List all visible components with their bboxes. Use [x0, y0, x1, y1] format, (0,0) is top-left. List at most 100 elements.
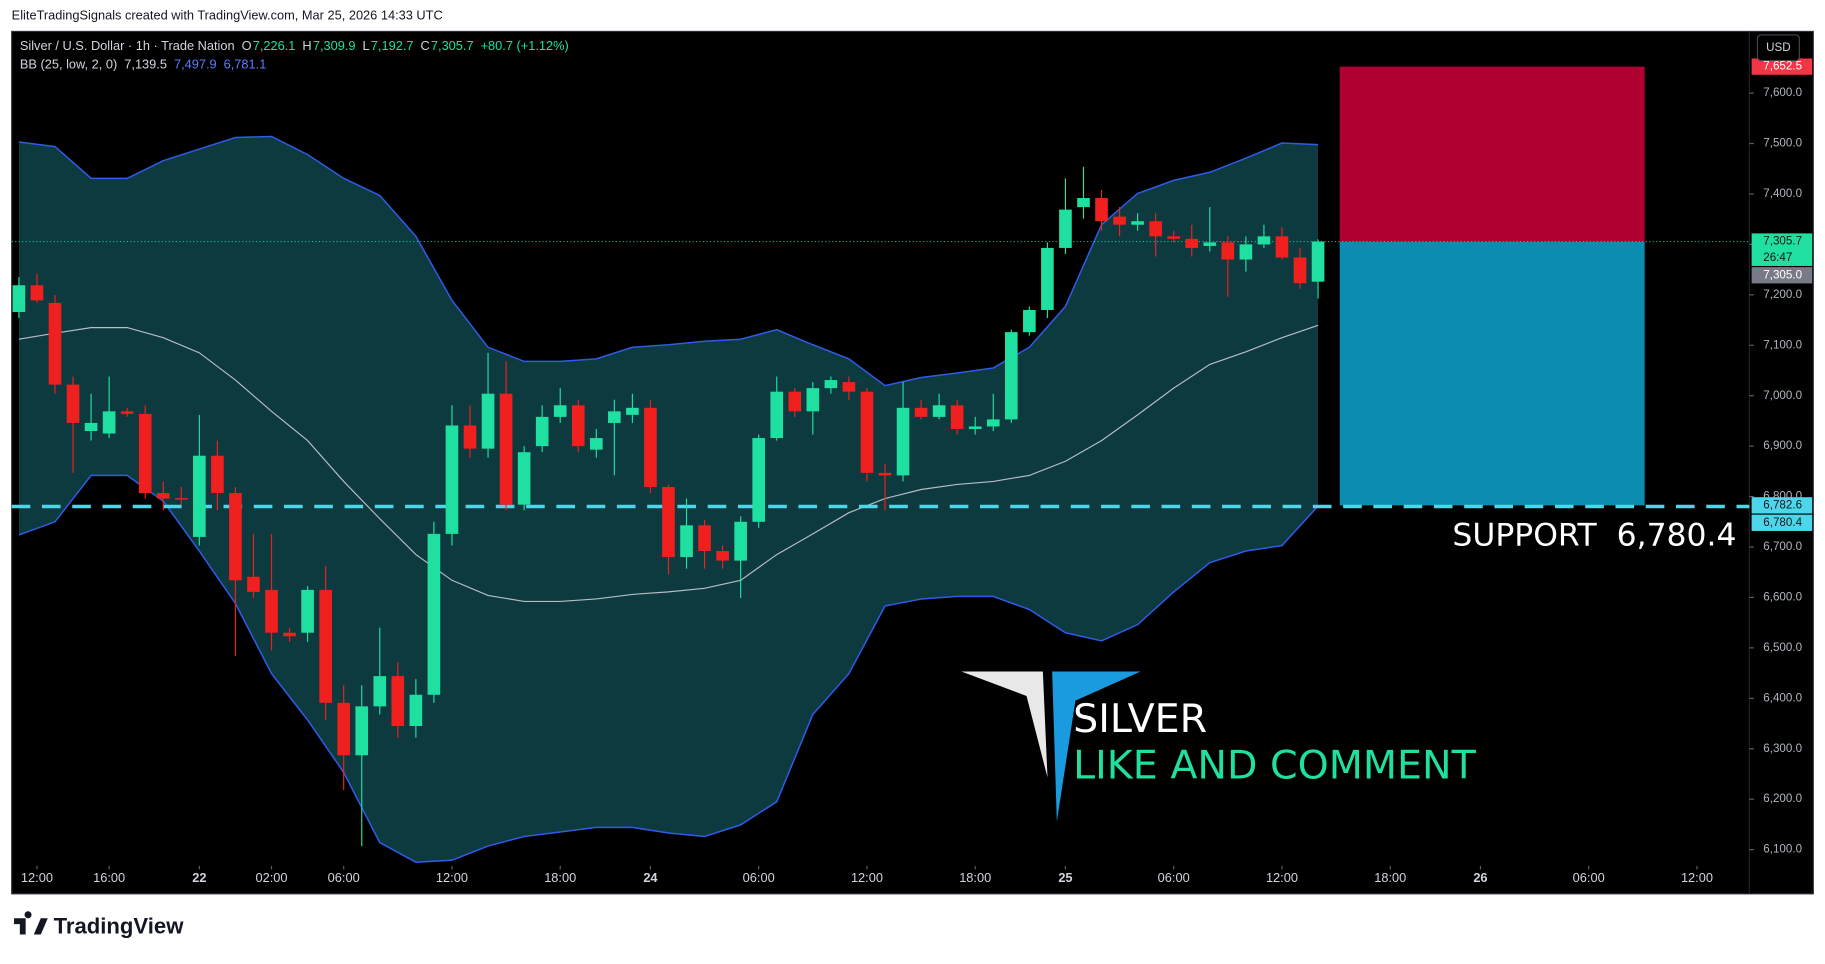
candle-body	[1113, 216, 1126, 225]
target-zone	[1339, 241, 1645, 506]
candle-body	[120, 411, 134, 414]
indicator-value: 7,497.9	[174, 57, 217, 72]
y-tick-label: 6,900.0	[1763, 439, 1802, 452]
candle-body	[409, 694, 423, 727]
candle-body	[788, 391, 802, 412]
y-tick-label: 7,200.0	[1763, 288, 1802, 301]
candle-body	[626, 407, 639, 415]
y-tick-label: 6,300.0	[1763, 742, 1802, 755]
x-tick-label: 25	[1058, 870, 1072, 885]
candle-body	[608, 411, 621, 423]
candle-body	[752, 438, 766, 522]
candle-body	[662, 486, 675, 558]
axis-layer: 6,100.0 6,200.0 6,300.0 6,400.0 6,500.0 6,600…	[21, 58, 1813, 885]
candle-body	[914, 407, 928, 417]
candle-body	[211, 455, 224, 494]
candle-body	[770, 391, 784, 439]
candle-body	[968, 426, 982, 429]
candle-body	[445, 425, 459, 534]
indicator-value: 6,781.1	[224, 57, 267, 72]
y-tick-label: 6,500.0	[1763, 641, 1802, 654]
candle-body	[842, 382, 856, 392]
x-tick-label: 18:00	[544, 870, 576, 885]
candle-body	[12, 285, 26, 312]
candle-body	[84, 422, 98, 432]
price-countdown: 26:47	[1763, 251, 1792, 264]
candle-body	[1311, 241, 1325, 282]
x-tick-label: 12:00	[21, 870, 53, 885]
candle-body	[66, 384, 80, 423]
candle-body	[878, 472, 892, 476]
watermark-logo	[961, 671, 1141, 822]
price-label-box	[1751, 233, 1813, 266]
candle-body	[1275, 236, 1289, 258]
logo-left	[961, 671, 1048, 778]
candle-body	[301, 589, 314, 633]
candle-body	[1077, 198, 1090, 208]
ohlc-key: H	[302, 38, 311, 53]
x-tick-label: 22	[192, 870, 206, 885]
stop-zone	[1339, 66, 1645, 242]
x-tick-label: 06:00	[743, 870, 775, 885]
candle-body	[229, 493, 242, 581]
price-label: 7,305.7	[1763, 235, 1802, 248]
candle-body	[1167, 236, 1181, 239]
candle-body	[265, 589, 278, 633]
candle-body	[1041, 247, 1054, 310]
price-label: 7,305.0	[1763, 268, 1802, 281]
symbol-title: Silver / U.S. Dollar · 1h · Trade Nation	[20, 38, 235, 53]
price-label-box	[1751, 514, 1813, 531]
ohlc-value: 7,309.9	[313, 38, 356, 53]
brand-icon	[14, 911, 48, 935]
indicator-value: 7,139.5	[124, 57, 167, 72]
ohlc-value: 7,305.7	[431, 38, 474, 53]
x-tick-label: 18:00	[1374, 870, 1406, 885]
candle-body	[1239, 244, 1253, 260]
currency-label[interactable]: USD	[1766, 41, 1791, 54]
candle-body	[1203, 242, 1217, 246]
ohlc-key: C	[420, 38, 429, 53]
candle-body	[1257, 236, 1271, 245]
brand-name: TradingView	[54, 913, 185, 938]
candle-body	[1095, 198, 1108, 222]
x-tick-label: 12:00	[1266, 870, 1298, 885]
candle-layer	[12, 166, 1325, 847]
price-label-box	[1751, 497, 1813, 514]
x-tick-label: 06:00	[328, 870, 360, 885]
x-tick-label: 06:00	[1158, 870, 1190, 885]
price-label: 6,780.4	[1763, 516, 1802, 529]
candle-body	[698, 525, 711, 552]
y-tick-label: 7,500.0	[1763, 137, 1802, 150]
candle-body	[427, 533, 441, 695]
candle-body	[337, 702, 351, 756]
candle-body	[734, 521, 747, 561]
x-tick-label: 12:00	[851, 870, 883, 885]
change: +80.7 (+1.12%)	[481, 38, 569, 53]
candle-body	[680, 525, 693, 558]
candle-body	[932, 405, 946, 417]
candle-body	[1004, 332, 1018, 420]
brand-logo	[14, 911, 48, 935]
price-label: 7,652.5	[1763, 60, 1802, 73]
y-tick-label: 7,000.0	[1763, 389, 1802, 402]
watermark-subtitle: LIKE AND COMMENT	[1073, 743, 1477, 789]
y-tick-label: 6,700.0	[1763, 540, 1802, 553]
candle-body	[589, 438, 603, 450]
candle-body	[517, 452, 531, 505]
candle-body	[1149, 221, 1162, 237]
candle-body	[553, 405, 567, 417]
currency-button[interactable]	[1756, 34, 1800, 62]
candle-body	[1131, 221, 1144, 225]
y-tick-label: 6,200.0	[1763, 792, 1802, 805]
x-tick-label: 06:00	[1573, 870, 1605, 885]
candle-body	[319, 589, 332, 703]
indicator-name: BB (25, low, 2, 0)	[20, 57, 117, 72]
candle-body	[30, 285, 44, 301]
candle-body	[174, 498, 188, 500]
attribution: EliteTradingSignals created with Trading…	[12, 8, 443, 23]
candle-body	[138, 413, 152, 494]
y-tick-label: 7,600.0	[1763, 86, 1802, 99]
y-tick-label: 7,400.0	[1763, 187, 1802, 200]
ohlc-value: 7,226.1	[253, 38, 296, 53]
